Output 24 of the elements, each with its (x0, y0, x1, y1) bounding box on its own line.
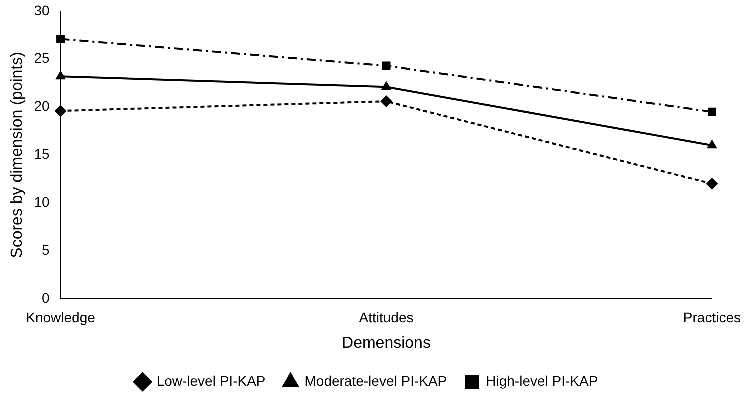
y-tick-label: 25 (34, 50, 50, 66)
y-tick-label: 15 (34, 146, 50, 162)
point (54, 105, 67, 118)
legend-label: Moderate-level PI-KAP (304, 372, 448, 389)
y-tick-label: 5 (42, 242, 50, 258)
point (382, 62, 391, 70)
point (56, 34, 66, 44)
y-axis-title: Scores by dimension (points) (9, 52, 26, 258)
point (706, 178, 718, 190)
point (56, 70, 66, 80)
x-tick-label: Knowledge (26, 309, 96, 326)
x-tick-label: Practices (683, 309, 742, 326)
y-tick-label: 30 (34, 2, 50, 18)
point (381, 81, 392, 90)
point (707, 140, 718, 149)
point (380, 96, 392, 108)
legend-label: High-level PI-KAP (486, 372, 598, 389)
point (708, 108, 716, 116)
x-axis-title: Demensions (342, 334, 431, 352)
y-tick-label: 0 (42, 290, 50, 306)
y-tick-label: 20 (34, 98, 50, 114)
legend-label: Low-level PI-KAP (156, 372, 266, 389)
y-tick-label: 10 (34, 194, 50, 210)
x-tick-label: Attitudes (359, 309, 414, 326)
